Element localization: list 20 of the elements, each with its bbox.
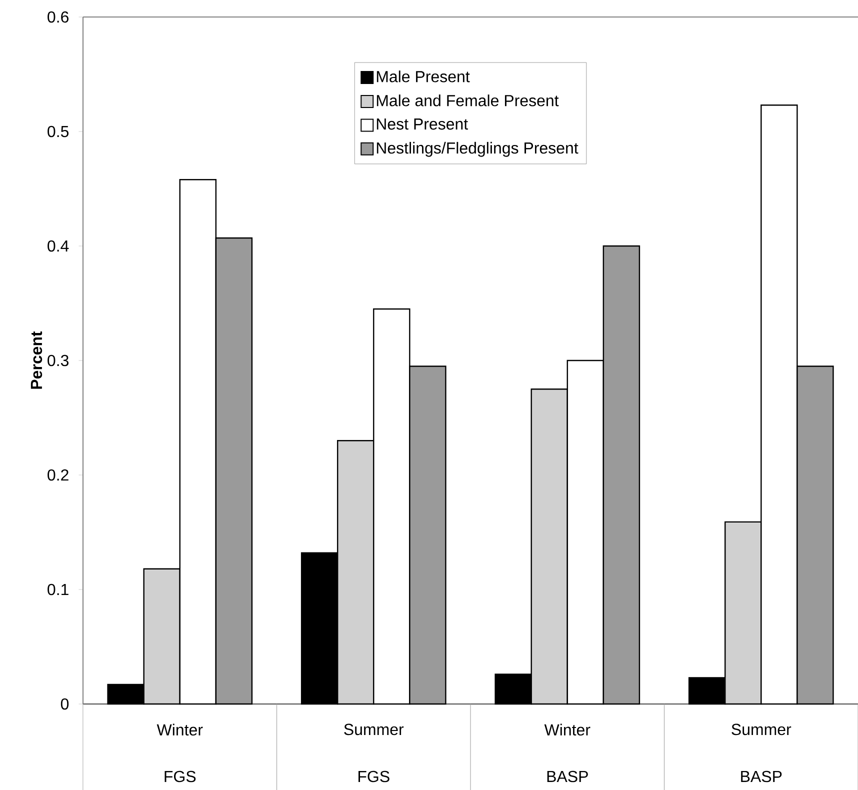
legend-label: Male Present (376, 70, 470, 82)
legend-label: Nest Present (376, 118, 468, 130)
y-axis-title: Percent (30, 331, 42, 389)
text: FGS (164, 770, 196, 782)
y-tick-label: 0.3 (48, 354, 68, 366)
text: BASP (741, 770, 782, 782)
legend-label: Nestlings/Fledglings Present (376, 142, 578, 157)
x-tick-label: Summer (344, 724, 404, 736)
y-tick-label: 0 (60, 698, 69, 710)
y-tick-label: 0.5 (48, 126, 69, 138)
x-tick-label: Winter (156, 724, 203, 736)
y-tick-label: 0.1 (48, 584, 68, 596)
legend-label: Male and Female Present (376, 94, 559, 106)
x-tick-label: Summer (732, 724, 792, 736)
y-tick-label: 0.6 (48, 11, 68, 23)
x-tick-label: Winter (544, 724, 590, 736)
text: BASP (547, 770, 588, 782)
y-tick-label: 0.2 (48, 469, 68, 481)
text: FGS (358, 770, 390, 782)
y-tick-label: 0.4 (48, 240, 69, 252)
